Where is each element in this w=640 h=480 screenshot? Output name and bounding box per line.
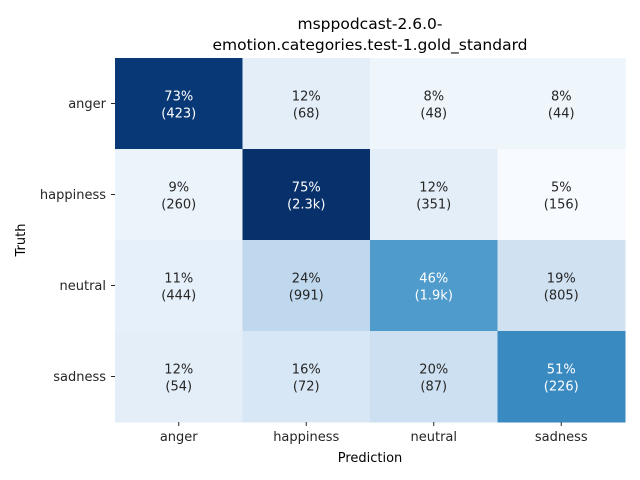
- cell-count-label: (48): [420, 107, 447, 122]
- x-tick-label: sadness: [535, 430, 588, 445]
- y-tick-label: neutral: [60, 279, 107, 294]
- cell-percent-label: 8%: [551, 90, 572, 105]
- heatmap-cell: [370, 149, 498, 241]
- y-axis-ticks: anger happiness neutral sadness: [40, 97, 115, 385]
- cell-count-label: (260): [161, 198, 196, 213]
- y-tick-label: sadness: [53, 370, 106, 385]
- cell-count-label: (87): [420, 380, 447, 395]
- heatmap-cell: [115, 240, 243, 332]
- y-axis-label: Truth: [14, 224, 29, 258]
- cell-count-label: (156): [544, 198, 579, 213]
- heatmap-cell: [497, 58, 626, 150]
- cell-percent-label: 16%: [292, 363, 321, 378]
- heatmap-cell: [370, 331, 498, 423]
- heatmap-cell: [497, 240, 626, 332]
- cell-count-label: (72): [293, 380, 320, 395]
- cell-percent-label: 46%: [419, 272, 448, 287]
- y-tick-label: anger: [68, 97, 106, 112]
- cell-percent-label: 9%: [168, 181, 189, 196]
- cell-percent-label: 73%: [164, 90, 193, 105]
- cell-count-label: (44): [548, 107, 575, 122]
- heatmap-cell: [242, 58, 371, 150]
- heatmap-cell: [115, 331, 243, 423]
- heatmap-cell-labels: 73% (423) 12% (68) 8% (48) 8% (44) 9% (260) 75% (2.…: [161, 90, 578, 395]
- chart-title-line-2: emotion.categories.test-1.gold_standard: [212, 36, 527, 55]
- heatmap-cell: [242, 240, 371, 332]
- chart-title-line-1: msppodcast-2.6.0-: [298, 15, 443, 33]
- heatmap-cell: [497, 331, 626, 423]
- cell-percent-label: 8%: [423, 90, 444, 105]
- cell-percent-label: 20%: [419, 363, 448, 378]
- heatmap-cell: [242, 331, 371, 423]
- cell-percent-label: 11%: [164, 272, 193, 287]
- cell-percent-label: 75%: [292, 181, 321, 196]
- x-axis-label: Prediction: [338, 451, 403, 466]
- x-tick-label: happiness: [273, 430, 339, 445]
- cell-percent-label: 12%: [292, 90, 321, 105]
- y-tick-label: happiness: [40, 188, 106, 203]
- cell-count-label: (351): [416, 198, 451, 213]
- cell-count-label: (54): [165, 380, 192, 395]
- cell-count-label: (991): [289, 289, 324, 304]
- cell-count-label: (805): [544, 289, 579, 304]
- cell-percent-label: 51%: [547, 363, 576, 378]
- cell-count-label: (226): [544, 380, 579, 395]
- cell-count-label: (2.3k): [287, 198, 325, 213]
- heatmap-cells: [115, 58, 626, 423]
- x-axis-ticks: anger happiness neutral sadness: [160, 422, 588, 445]
- cell-percent-label: 12%: [419, 181, 448, 196]
- cell-count-label: (1.9k): [415, 289, 453, 304]
- heatmap-cell: [115, 149, 243, 241]
- heatmap-cell: [497, 149, 626, 241]
- cell-count-label: (444): [161, 289, 196, 304]
- cell-percent-label: 12%: [164, 363, 193, 378]
- heatmap-cell: [370, 58, 498, 150]
- heatmap-cell: [370, 240, 498, 332]
- heatmap-cell: [115, 58, 243, 150]
- cell-count-label: (68): [293, 107, 320, 122]
- cell-percent-label: 24%: [292, 272, 321, 287]
- cell-percent-label: 19%: [547, 272, 576, 287]
- x-tick-label: anger: [160, 430, 198, 445]
- cell-count-label: (423): [161, 107, 196, 122]
- heatmap-cell: [242, 149, 371, 241]
- cell-percent-label: 5%: [551, 181, 572, 196]
- x-tick-label: neutral: [411, 430, 458, 445]
